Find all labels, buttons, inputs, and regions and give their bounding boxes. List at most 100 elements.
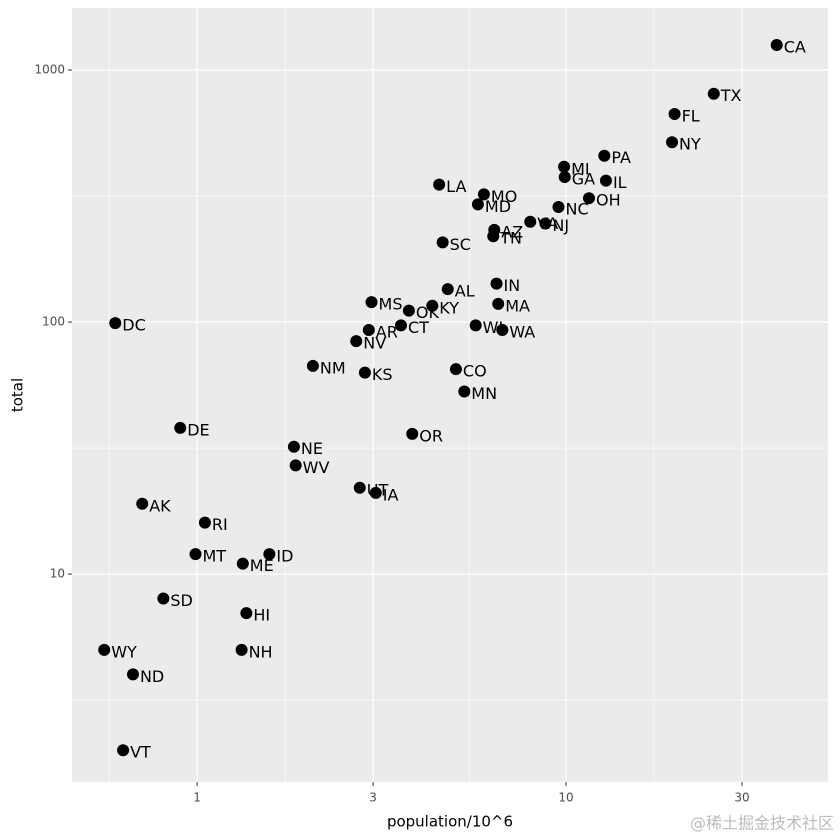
x-axis-title: population/10^6 [387,813,513,831]
point-label: MD [485,197,511,216]
point-label: VA [537,214,558,233]
point [441,283,454,296]
point-label: HI [253,606,270,625]
point [449,363,462,376]
point-label: MI [571,159,590,178]
point-label: AR [376,322,398,341]
point-label: MN [471,384,497,403]
point [492,297,505,310]
point [157,592,170,605]
point [287,440,300,453]
point-label: MO [491,187,517,206]
watermark: @稀土掘金技术社区 [690,814,834,833]
point [582,192,595,205]
point [117,744,130,757]
point [539,217,552,230]
point-label: MA [505,296,530,315]
point-label: ND [140,667,164,686]
point [369,486,382,499]
point-label: ME [250,556,274,575]
point [599,174,612,187]
point-label: ID [276,547,293,566]
point-label: FL [682,106,700,125]
point-label: IA [383,485,399,504]
point [236,557,249,570]
point [109,317,122,330]
point [402,304,415,317]
point [668,107,681,120]
point [558,171,571,184]
point-label: NH [249,642,273,661]
point [350,335,363,348]
point-label: SC [450,235,471,254]
point-label: LA [446,177,466,196]
point [406,427,419,440]
point [394,319,407,332]
point-label: PA [611,148,631,167]
point-label: DC [122,316,146,335]
point [263,548,276,561]
point-label: SD [170,591,192,610]
point-label: NE [301,439,323,458]
point [353,481,366,494]
point-label: UT [367,480,389,499]
point [362,323,375,336]
x-tick-label: 10 [558,791,573,805]
point-label: OH [596,191,621,210]
point-label: VT [130,743,151,762]
point-label: OR [419,426,443,445]
point-label: AK [149,496,171,515]
point [666,136,679,149]
point [487,230,500,243]
panel [72,8,828,782]
y-axis-title: total [9,378,27,412]
point-label: NC [565,200,588,219]
y-tick-label: 100 [42,315,65,329]
point-label: NY [679,135,701,154]
point [126,668,139,681]
point-label: WY [111,642,137,661]
point-label: DE [187,420,209,439]
point-label: AZ [501,222,523,241]
point [433,178,446,191]
point-label: CA [784,37,806,56]
point [240,607,253,620]
y-tick-label: 1000 [34,63,65,77]
y-tick-label: 10 [50,567,65,581]
grid [72,8,828,782]
point [490,277,503,290]
point-label: CO [463,362,487,381]
point [471,198,484,211]
point [598,149,611,162]
point-label: NV [363,334,386,353]
point-label: KY [439,298,459,317]
point [358,366,371,379]
x-tick-label: 1 [193,791,201,805]
point [235,643,248,656]
point [458,385,471,398]
point [496,323,509,336]
point [289,459,302,472]
point-label: MS [379,295,403,314]
point [524,215,537,228]
point [552,201,565,214]
point [98,643,111,656]
point-label: IL [613,173,627,192]
point [707,87,720,100]
point [770,38,783,51]
point-label: IN [504,276,521,295]
point-label: WI [483,318,504,337]
point [558,160,571,173]
point-label: NJ [552,216,569,235]
point-label: CT [408,318,429,337]
point [469,319,482,332]
point-label: MT [203,547,227,566]
point-label: WV [303,458,330,477]
point [136,497,149,510]
point-label: WA [509,322,535,341]
point [189,548,202,561]
point-label: KS [372,365,393,384]
point [436,236,449,249]
points: AL AK AZ AR CA CO CT DE DC FL GA HI ID IL IN IA KS KY LA ME… [98,37,806,762]
